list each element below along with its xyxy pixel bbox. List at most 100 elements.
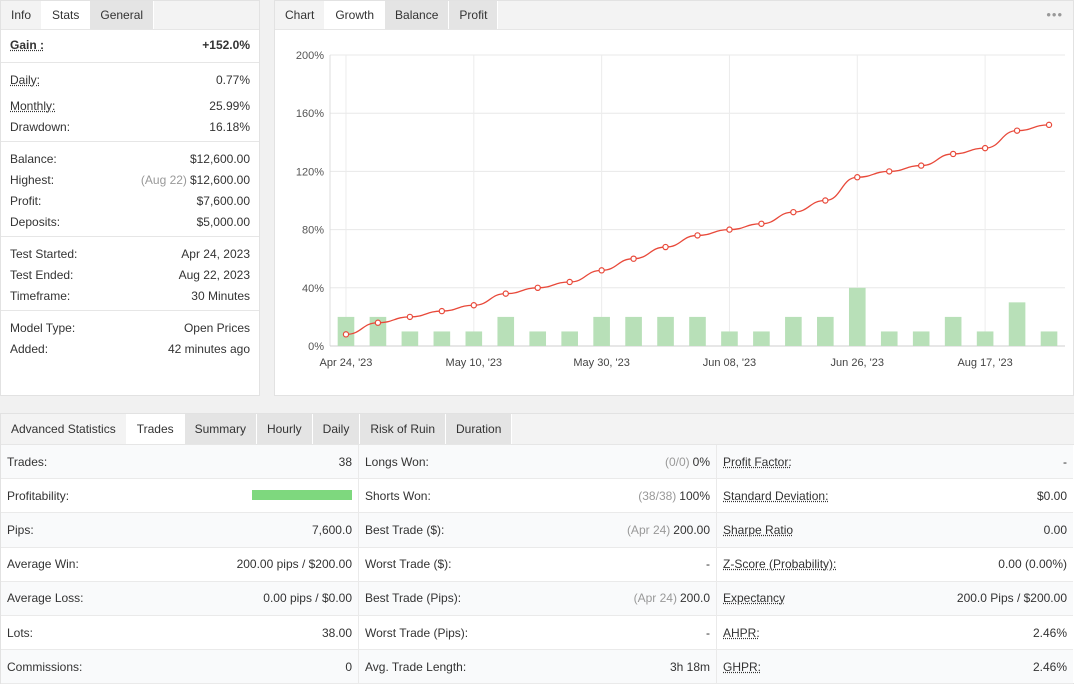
- stat-row-average-win: Average Win: 200.00 pips / $200.00: [1, 548, 358, 582]
- tab-summary[interactable]: Summary: [184, 414, 257, 444]
- data-point: [342, 331, 350, 338]
- stat-value: (Apr 24) 200.00: [627, 523, 710, 537]
- bar: [1008, 302, 1026, 346]
- stat-label: Longs Won:: [365, 454, 429, 469]
- stat-label: Pips:: [7, 522, 34, 537]
- x-tick-label: May 10, '23: [446, 357, 503, 369]
- bar: [593, 316, 610, 346]
- tab-daily[interactable]: Daily: [312, 414, 361, 444]
- stat-row-expectancy: Expectancy 200.0 Pips / $200.00: [717, 581, 1073, 616]
- tab-growth[interactable]: Growth: [325, 1, 386, 29]
- data-point: [1045, 121, 1053, 129]
- bar: [785, 316, 802, 346]
- monthly-label[interactable]: Monthly:: [10, 98, 56, 113]
- stat-label: Shorts Won:: [365, 488, 431, 503]
- stat-label[interactable]: AHPR:: [723, 625, 760, 640]
- tab-duration[interactable]: Duration: [446, 414, 513, 444]
- stat-value: -: [706, 625, 710, 640]
- x-tick-label: Aug 17, '23: [957, 357, 1012, 369]
- daily-label[interactable]: Daily:: [10, 72, 41, 87]
- tab-chart[interactable]: Chart: [275, 1, 326, 29]
- chart-tabs: Chart Growth Balance Profit: [275, 1, 1073, 30]
- highest-row: Highest: (Aug 22) $12,600.00: [1, 169, 259, 190]
- stat-value: (Apr 24) 200.0: [634, 591, 710, 605]
- y-tick-label: 40%: [302, 283, 324, 295]
- stat-label: Average Win:: [7, 557, 79, 572]
- highest-value: (Aug 22) $12,600.00: [141, 173, 250, 187]
- stat-row-avg-trade-length: Avg. Trade Length: 3h 18m: [359, 650, 716, 684]
- y-tick-label: 120%: [296, 166, 324, 178]
- chart-panel: Chart Growth Balance Profit ••• 0% 40% 80%…: [274, 0, 1074, 396]
- balance-row: Balance: $12,600.00: [1, 148, 259, 169]
- stat-value: 38.00: [321, 625, 352, 640]
- stat-label[interactable]: Sharpe Ratio: [723, 522, 794, 537]
- bar: [976, 331, 994, 346]
- stat-row-z-score: Z-Score (Probability): 0.00 (0.00%): [717, 548, 1073, 582]
- stat-row-ghpr: GHPR: 2.46%: [717, 650, 1073, 684]
- stat-label: Best Trade ($):: [365, 522, 445, 537]
- stat-row-pips: Pips: 7,600.0: [1, 513, 358, 548]
- x-tick-label: Apr 24, '23: [320, 357, 373, 369]
- timeframe-value: 30 Minutes: [191, 288, 250, 303]
- timeframe-row: Timeframe: 30 Minutes: [1, 285, 259, 306]
- tab-profit[interactable]: Profit: [449, 1, 499, 29]
- stat-label[interactable]: Z-Score (Probability):: [723, 557, 837, 572]
- stat-main: 100%: [679, 488, 710, 503]
- data-point: [917, 162, 925, 169]
- tab-stats[interactable]: Stats: [42, 1, 91, 29]
- stats-column-1: Trades: 38 Profitability: Pips: 7,600.0 Av…: [1, 445, 359, 684]
- y-tick-label: 160%: [296, 108, 324, 120]
- stat-label: Worst Trade (Pips):: [365, 625, 469, 640]
- highest-date: (Aug 22): [140, 172, 187, 187]
- x-tick-label: Jun 08, '23: [703, 357, 756, 369]
- data-point: [694, 232, 701, 239]
- deposits-label: Deposits:: [10, 214, 61, 229]
- monthly-row: Monthly: 25.99%: [1, 95, 259, 116]
- tab-trades[interactable]: Trades: [126, 414, 185, 444]
- bar: [912, 331, 930, 346]
- data-point: [598, 267, 605, 274]
- data-point: [981, 144, 989, 152]
- data-point: [630, 255, 637, 262]
- deposits-row: Deposits: $5,000.00: [1, 211, 259, 232]
- tab-general[interactable]: General: [90, 1, 155, 29]
- stat-value: 0.00 pips / $0.00: [263, 591, 352, 606]
- stat-pre: (Apr 24): [633, 591, 677, 606]
- bar: [880, 331, 898, 346]
- stat-pre: (0/0): [664, 454, 690, 469]
- tab-info[interactable]: Info: [1, 1, 43, 29]
- data-point: [822, 197, 829, 204]
- advanced-stats-grid: Trades: 38 Profitability: Pips: 7,600.0 Av…: [1, 445, 1074, 684]
- stat-value: (38/38) 100%: [638, 489, 710, 503]
- advanced-statistics-panel: Advanced Statistics Trades Summary Hourl…: [0, 413, 1074, 684]
- stat-row-best-trade-usd: Best Trade ($): (Apr 24) 200.00: [359, 513, 716, 548]
- stat-value: (0/0) 0%: [665, 455, 710, 469]
- drawdown-value: 16.18%: [209, 119, 250, 134]
- stat-value: 0: [345, 659, 352, 674]
- bar: [689, 316, 706, 346]
- balance-label: Balance:: [10, 151, 57, 166]
- tab-risk-of-ruin[interactable]: Risk of Ruin: [360, 414, 447, 444]
- stat-label[interactable]: Profit Factor:: [723, 454, 792, 469]
- profitability-bar: [252, 489, 352, 503]
- data-point: [470, 302, 478, 309]
- tab-hourly[interactable]: Hourly: [256, 414, 313, 444]
- stat-value: 38: [338, 454, 352, 469]
- bar: [497, 316, 515, 346]
- data-point: [949, 150, 957, 158]
- stat-label[interactable]: Standard Deviation:: [723, 488, 829, 503]
- stat-main: 200.00: [673, 522, 710, 537]
- more-options-icon[interactable]: •••: [1046, 7, 1063, 22]
- bar: [944, 316, 962, 346]
- x-tick-label: May 30, '23: [573, 357, 630, 369]
- gain-label[interactable]: Gain :: [10, 38, 45, 52]
- data-point: [438, 307, 446, 315]
- tab-balance[interactable]: Balance: [385, 1, 450, 29]
- stat-label[interactable]: GHPR:: [723, 659, 762, 674]
- tab-advanced-statistics[interactable]: Advanced Statistics: [1, 414, 127, 444]
- bar: [465, 331, 483, 346]
- added-label: Added:: [10, 341, 49, 356]
- stat-value: 0.00: [1043, 522, 1067, 537]
- stat-row-sharpe-ratio: Sharpe Ratio 0.00: [717, 513, 1073, 548]
- stat-label[interactable]: Expectancy: [723, 591, 786, 606]
